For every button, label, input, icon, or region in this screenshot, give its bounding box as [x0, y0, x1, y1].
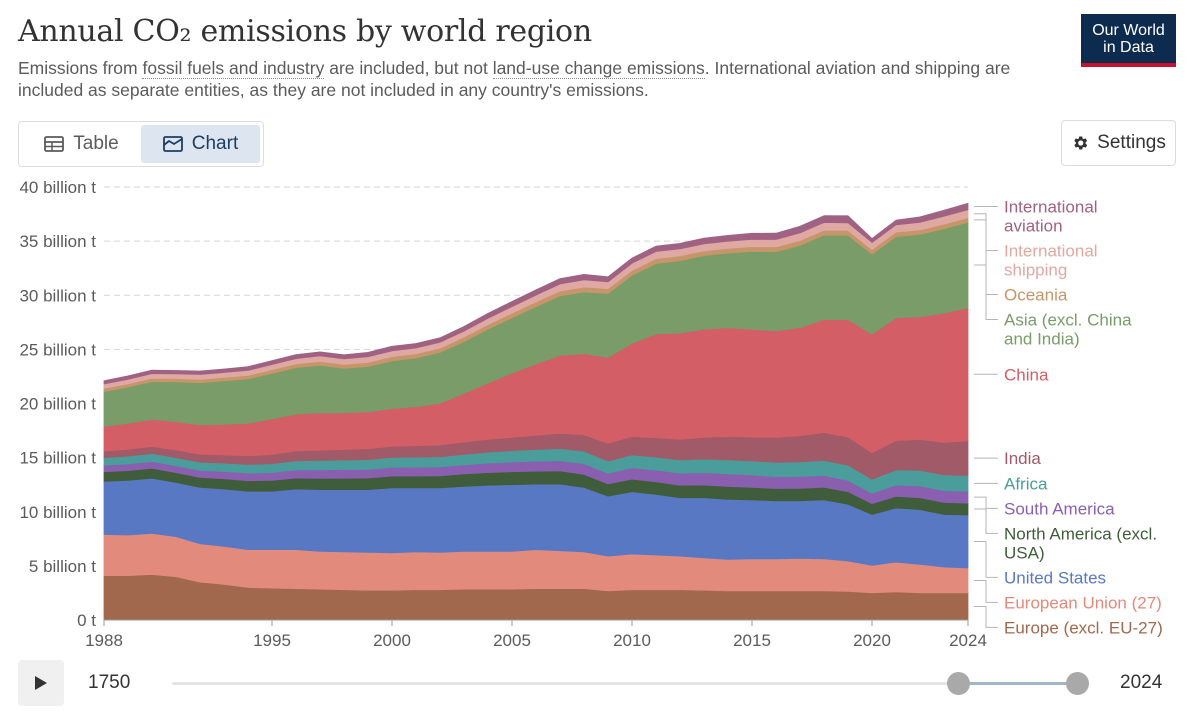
x-tick-label: 2020 — [853, 631, 891, 650]
legend-label: China — [1004, 365, 1049, 384]
legend-label-line: USA) — [1004, 543, 1045, 562]
legend-label: North America (excl. USA) — [1004, 524, 1157, 562]
settings-label: Settings — [1097, 132, 1166, 153]
legend-label: Europe (excl. EU-27) — [1004, 618, 1163, 637]
legend-label-line: Europe (excl. EU-27) — [1004, 618, 1163, 637]
subtitle-text: are included, but not — [324, 58, 493, 78]
legend-label: Asia (excl. China and India) — [1004, 311, 1132, 349]
legend-label-line: Oceania — [1004, 286, 1068, 305]
y-tick-label: 20 billion t — [19, 395, 96, 414]
legend-label: India — [1004, 449, 1041, 468]
tab-table[interactable]: Table — [22, 125, 141, 163]
x-tick-label: 1995 — [253, 631, 291, 650]
owid-logo[interactable]: Our World in Data — [1081, 14, 1176, 67]
x-tick-label: 2000 — [373, 631, 411, 650]
y-tick-label: 15 billion t — [19, 449, 96, 468]
legend-label-line: Asia (excl. China — [1004, 311, 1132, 330]
area-series — [103, 202, 969, 621]
legend-label-line: European Union (27) — [1004, 593, 1162, 612]
chart-subtitle: Emissions from fossil fuels and industry… — [18, 57, 1048, 101]
subtitle-text: Emissions from — [18, 58, 143, 78]
subtitle-text: . International aviation and shipping ar… — [18, 58, 1011, 100]
logo-line-2: in Data — [1103, 38, 1154, 56]
legend-label-line: South America — [1004, 499, 1115, 518]
gear-icon — [1074, 136, 1088, 150]
legend-label: International shipping — [1004, 242, 1098, 280]
tab-chart[interactable]: Chart — [141, 125, 260, 163]
legend-connector — [974, 508, 998, 534]
play-icon — [35, 676, 47, 690]
timeline-selected-range — [958, 682, 1077, 685]
legend-label-line: International — [1004, 198, 1098, 217]
y-tick-label: 30 billion t — [19, 286, 96, 305]
timeline-track[interactable] — [172, 682, 1077, 685]
legend-label-line: North America (excl. — [1004, 524, 1157, 543]
legend-connector — [974, 541, 998, 578]
y-tick-label: 10 billion t — [19, 503, 96, 522]
area-international-aviation — [103, 202, 969, 385]
legend-label-line: United States — [1004, 568, 1106, 587]
chart-title: Annual CO₂ emissions by world region — [18, 14, 592, 49]
tab-chart-label: Chart — [191, 133, 239, 154]
stacked-area-chart: 0 t 5 billion t 10 billion t 15 billion t 20… — [19, 178, 1163, 650]
y-tick-label: 5 billion t — [29, 557, 96, 576]
chart-icon — [162, 136, 183, 152]
tab-table-label: Table — [73, 133, 119, 154]
legend-label-line: and India) — [1004, 330, 1080, 349]
timeline-end-handle[interactable] — [1066, 672, 1089, 695]
legend-label-line: aviation — [1004, 217, 1063, 236]
legend-connector — [974, 264, 998, 321]
legend-label-line: Africa — [1004, 474, 1048, 493]
y-tick-label: 25 billion t — [19, 340, 96, 359]
legend-label-line: shipping — [1004, 261, 1067, 280]
view-tabs: Table Chart — [18, 121, 264, 167]
land-use-link[interactable]: land-use change emissions — [492, 58, 705, 79]
legend-label: Oceania — [1004, 286, 1068, 305]
x-tick-label: 2024 — [949, 631, 987, 650]
legend-connector — [974, 219, 998, 296]
timeline-start-handle[interactable] — [947, 672, 970, 695]
legend-label-line: International — [1004, 242, 1098, 261]
table-icon — [44, 136, 65, 152]
x-tick-label: 2015 — [733, 631, 771, 650]
legend-label: Africa — [1004, 474, 1048, 493]
legend-label: European Union (27) — [1004, 593, 1162, 612]
y-tick-label: 35 billion t — [19, 232, 96, 251]
x-tick-label: 2005 — [493, 631, 531, 650]
legend-connector — [974, 496, 998, 509]
fossil-fuels-link[interactable]: fossil fuels and industry — [142, 58, 325, 79]
timeline-end-label: 2024 — [1120, 672, 1163, 693]
legend-label-line: India — [1004, 449, 1041, 468]
timeline-start-label: 1750 — [88, 672, 131, 693]
logo-line-1: Our World — [1092, 21, 1165, 39]
legend-label-line: China — [1004, 365, 1049, 384]
legend-label: South America — [1004, 499, 1115, 518]
settings-button[interactable]: Settings — [1061, 120, 1176, 166]
legend-label: United States — [1004, 568, 1106, 587]
legend-connector — [974, 605, 998, 628]
x-tick-label: 1988 — [85, 631, 123, 650]
y-tick-label: 0 t — [77, 611, 96, 630]
axes: 0 t 5 billion t 10 billion t 15 billion t 20… — [19, 178, 986, 650]
x-tick-label: 2010 — [613, 631, 651, 650]
play-button[interactable] — [18, 660, 64, 706]
y-tick-label: 40 billion t — [19, 178, 96, 197]
legend-label: International aviation — [1004, 198, 1098, 236]
legend-connector — [974, 579, 998, 603]
